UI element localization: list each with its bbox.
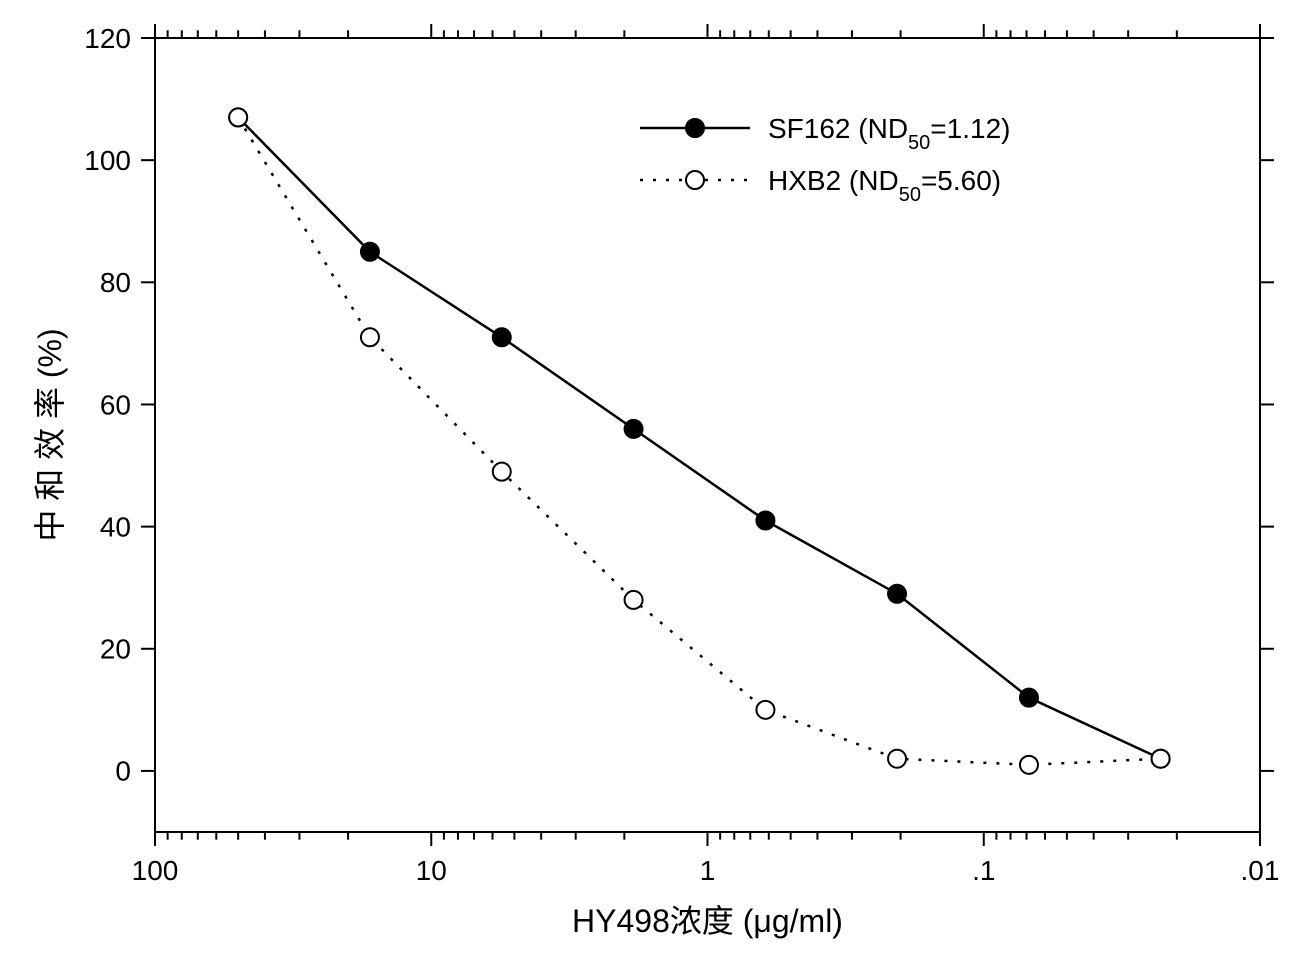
series-marker-hxb2 xyxy=(361,328,379,346)
legend-label: SF162 (ND50=1.12) xyxy=(768,113,1010,154)
series-line-hxb2 xyxy=(238,117,1160,764)
series-marker-sf162 xyxy=(756,512,774,530)
series-line-sf162 xyxy=(238,117,1160,758)
legend-sample-marker xyxy=(686,119,704,137)
series-marker-hxb2 xyxy=(888,750,906,768)
series-marker-hxb2 xyxy=(1020,756,1038,774)
series-marker-hxb2 xyxy=(1152,750,1170,768)
series-marker-hxb2 xyxy=(493,463,511,481)
x-tick-label: .01 xyxy=(1241,855,1280,886)
series-marker-sf162 xyxy=(625,420,643,438)
dose-response-chart: 100 10 1 .1 .01 0 20 40 60 80 100 120 HY498浓度 (μg/ml… xyxy=(0,0,1294,972)
series-marker-hxb2 xyxy=(756,701,774,719)
y-tick-label: 40 xyxy=(100,511,131,542)
x-tick-label: 100 xyxy=(132,855,179,886)
legend-sample-marker xyxy=(686,171,704,189)
y-tick-label: 20 xyxy=(100,634,131,665)
y-tick-label: 100 xyxy=(84,145,131,176)
series-marker-sf162 xyxy=(493,328,511,346)
series-marker-hxb2 xyxy=(229,108,247,126)
series-marker-sf162 xyxy=(888,585,906,603)
x-axis-label: HY498浓度 (μg/ml) xyxy=(572,903,843,939)
y-tick-label: 120 xyxy=(84,23,131,54)
series-marker-sf162 xyxy=(361,243,379,261)
series-marker-hxb2 xyxy=(625,591,643,609)
x-tick-label: 1 xyxy=(700,855,716,886)
chart-container: 100 10 1 .1 .01 0 20 40 60 80 100 120 HY498浓度 (μg/ml… xyxy=(0,0,1294,972)
x-tick-label: 10 xyxy=(416,855,447,886)
legend-label: HXB2 (ND50=5.60) xyxy=(768,165,1001,206)
series-marker-sf162 xyxy=(1020,689,1038,707)
x-tick-label: .1 xyxy=(972,855,995,886)
y-tick-label: 60 xyxy=(100,389,131,420)
plot-frame xyxy=(155,38,1260,832)
y-tick-label: 80 xyxy=(100,267,131,298)
y-tick-label: 0 xyxy=(115,756,131,787)
y-axis-label: 中 和 效 率 (%) xyxy=(32,328,68,541)
